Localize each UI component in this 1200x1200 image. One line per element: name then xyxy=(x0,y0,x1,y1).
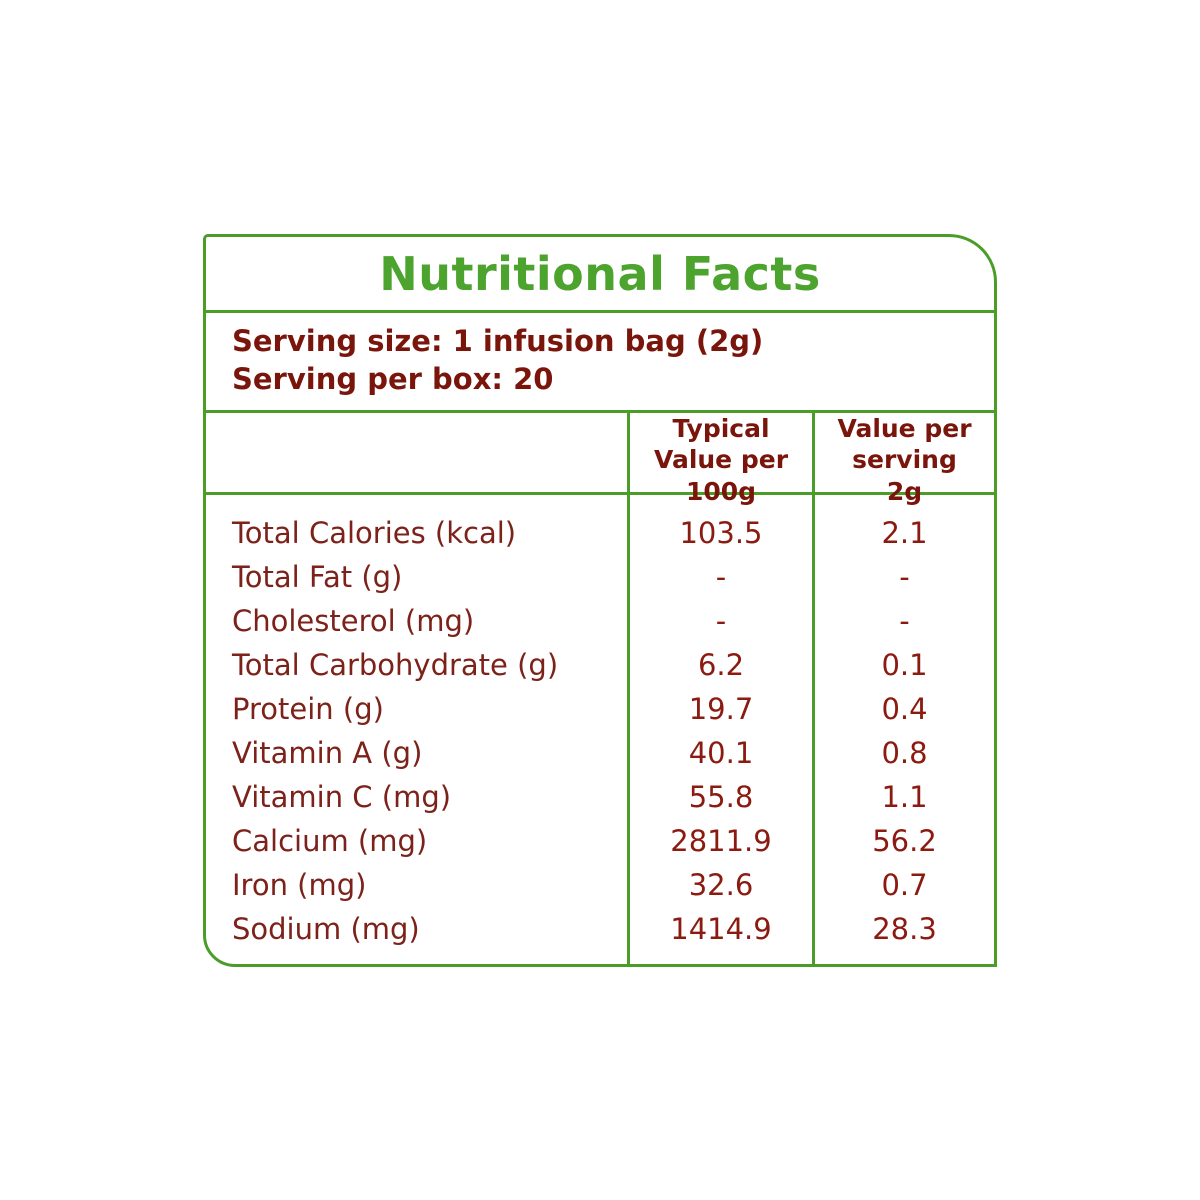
table-row-value-per-2g: - xyxy=(899,560,910,594)
table-header-row: Typical Value per 100g Value per serving… xyxy=(206,413,994,507)
header-cell-typical-value: Typical Value per 100g xyxy=(627,413,812,507)
table-row-value-per-100g: 2811.9 xyxy=(670,824,772,858)
table-row-label: Iron (mg) xyxy=(232,868,367,902)
page-title: Nutritional Facts xyxy=(379,246,821,301)
table-row-label: Total Calories (kcal) xyxy=(232,516,517,550)
table-row-label: Calcium (mg) xyxy=(232,824,428,858)
table-row-value-per-100g: 55.8 xyxy=(688,780,754,814)
title-section: Nutritional Facts xyxy=(206,237,994,313)
table-row-label: Cholesterol (mg) xyxy=(232,604,475,638)
table-row-value-per-2g: 0.4 xyxy=(881,692,928,726)
table-row-value-per-100g: 19.7 xyxy=(688,692,754,726)
column-value-per-serving-2g: 2.1 - - 0.1 0.4 0.8 1.1 56.2 0.7 28.3 xyxy=(812,495,994,964)
column-typical-value-per-100g: 103.5 - - 6.2 19.7 40.1 55.8 2811.9 32.6… xyxy=(627,495,812,964)
table-row-value-per-100g: 103.5 xyxy=(679,516,763,550)
table-row-label: Sodium (mg) xyxy=(232,912,420,946)
serving-size-text: Serving size: 1 infusion bag (2g) xyxy=(232,324,764,358)
table-row-value-per-2g: 0.1 xyxy=(881,648,928,682)
table-row-value-per-2g: 0.8 xyxy=(881,736,928,770)
table-row-value-per-100g: 1414.9 xyxy=(670,912,772,946)
table-row-value-per-2g: 1.1 xyxy=(881,780,928,814)
table-row-value-per-100g: - xyxy=(715,560,727,594)
table-row-value-per-2g: 2.1 xyxy=(881,516,928,550)
table-row-label: Total Fat (g) xyxy=(232,560,403,594)
nutrition-facts-card: Nutritional Facts Serving size: 1 infusi… xyxy=(203,234,997,967)
table-row-value-per-2g: 28.3 xyxy=(872,912,937,946)
table-row-value-per-2g: 56.2 xyxy=(872,824,937,858)
table-row-value-per-100g: 32.6 xyxy=(688,868,754,902)
serving-per-box-text: Serving per box: 20 xyxy=(232,362,554,396)
table-row-value-per-100g: - xyxy=(715,604,727,638)
serving-info-section: Serving size: 1 infusion bag (2g) Servin… xyxy=(206,313,994,413)
table-body: Total Calories (kcal) Total Fat (g) Chol… xyxy=(206,495,994,964)
table-row-label: Total Carbohydrate (g) xyxy=(232,648,559,682)
table-row-label: Vitamin A (g) xyxy=(232,736,423,770)
header-cell-value-per-serving: Value per serving 2g xyxy=(812,413,994,507)
table-row-label: Protein (g) xyxy=(232,692,384,726)
header-cell-empty xyxy=(206,413,627,507)
table-row-value-per-2g: 0.7 xyxy=(881,868,928,902)
table-row-value-per-100g: 40.1 xyxy=(688,736,754,770)
table-row-value-per-100g: 6.2 xyxy=(697,648,745,682)
table-row-value-per-2g: - xyxy=(899,604,910,638)
column-nutrient-labels: Total Calories (kcal) Total Fat (g) Chol… xyxy=(206,495,627,964)
table-row-label: Vitamin C (mg) xyxy=(232,780,452,814)
